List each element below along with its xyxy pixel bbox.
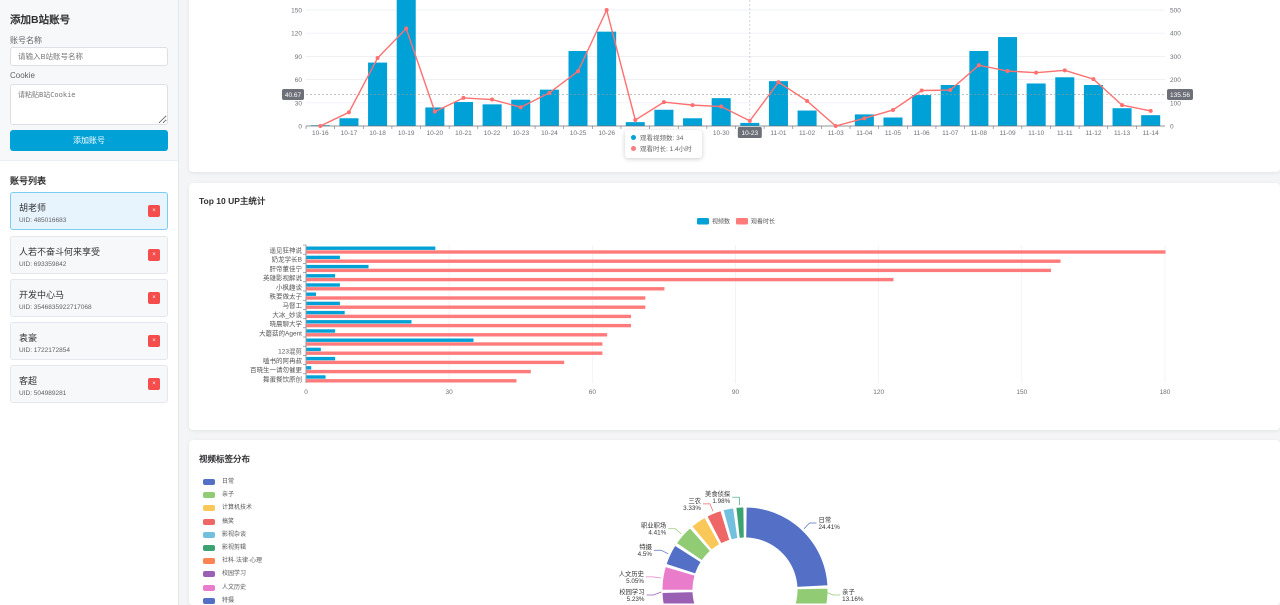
delete-account-button[interactable]: ×	[148, 335, 160, 347]
name-label: 账号名称	[10, 36, 42, 45]
daily-stats-card	[189, 0, 1280, 172]
duration-dot-icon	[631, 146, 636, 151]
delete-account-button[interactable]: ×	[148, 249, 160, 261]
tag-distribution-card: 视频标签分布	[189, 440, 1280, 605]
legend-label: 日常	[222, 479, 235, 485]
legend-swatch	[203, 545, 215, 551]
tooltip-duration: 观看时长: 1.4小时	[640, 146, 692, 153]
legend-label: 影视杂谈	[222, 531, 247, 538]
account-uid: UID: 3546835922717068	[19, 304, 92, 311]
legend-item[interactable]: 人文历史	[203, 584, 247, 591]
legend-label: 社科·法律·心理	[222, 558, 262, 565]
legend-item[interactable]: 社科·法律·心理	[203, 558, 262, 565]
legend-swatch	[203, 571, 215, 578]
delete-account-button[interactable]: ×	[148, 205, 160, 217]
legend-swatch	[203, 597, 215, 604]
legend-label: 特摄	[222, 597, 235, 604]
cookie-label: Cookie	[10, 71, 35, 80]
add-account-title: 添加B站账号	[10, 14, 71, 26]
add-account-button[interactable]: 添加账号	[10, 130, 168, 151]
account-name-input[interactable]	[10, 47, 168, 66]
add-account-section: 添加B站账号 账号名称 Cookie 添加账号	[0, 0, 178, 161]
legend-label: 校园学习	[222, 571, 247, 578]
legend-item[interactable]: 亲子	[203, 492, 235, 499]
legend-swatch	[203, 518, 215, 525]
legend-item[interactable]: 特摄	[203, 597, 235, 604]
account-item[interactable]: 袁豪 UID: 1722172854 ×	[10, 322, 168, 360]
legend-item[interactable]: 日常	[203, 479, 234, 485]
account-name: 客超	[19, 376, 38, 386]
top-up-title: Top 10 UP主统计	[199, 196, 266, 206]
delete-account-button[interactable]: ×	[148, 378, 160, 390]
account-uid: UID: 485016683	[19, 217, 67, 224]
legend-label: 计算机技术	[222, 505, 253, 512]
account-list-title: 账号列表	[10, 176, 47, 186]
cookie-input[interactable]	[10, 84, 168, 125]
tag-distribution-title: 视频标签分布	[199, 454, 251, 464]
legend-swatch	[203, 479, 215, 485]
legend-item[interactable]: 计算机技术	[203, 505, 253, 512]
legend-swatch	[203, 492, 215, 499]
legend-label: 亲子	[222, 492, 235, 499]
chart-tooltip: 观看视频数: 34 观看时长: 1.4小时	[625, 130, 702, 158]
account-name: 开发中心马	[19, 290, 65, 300]
legend-label: 搞笑	[222, 518, 235, 525]
videos-dot-icon	[631, 135, 636, 140]
account-item[interactable]: 人若不奋斗何来享受 UID: 693359842 ×	[10, 236, 168, 274]
legend-item[interactable]: 影视剪辑	[203, 545, 246, 551]
legend-swatch	[203, 531, 215, 538]
tooltip-videos: 观看视频数: 34	[640, 135, 684, 142]
legend-label: 影视剪辑	[222, 545, 247, 551]
account-item[interactable]: 客超 UID: 504989281 ×	[10, 365, 168, 403]
legend-item[interactable]: 影视杂谈	[203, 531, 247, 538]
account-uid: UID: 693359842	[19, 261, 67, 268]
sidebar: 添加B站账号 账号名称 Cookie 添加账号 账号列表 胡老师 UID: 485…	[0, 0, 179, 605]
account-uid: UID: 504989281	[19, 390, 67, 397]
legend-swatch	[203, 584, 215, 591]
account-name: 胡老师	[19, 203, 47, 213]
account-name: 人若不奋斗何来享受	[19, 247, 101, 257]
account-item[interactable]: 开发中心马 UID: 3546835922717068 ×	[10, 279, 168, 317]
legend-label: 人文历史	[222, 584, 247, 591]
account-uid: UID: 1722172854	[19, 347, 70, 354]
legend-item[interactable]: 搞笑	[203, 518, 235, 525]
top-up-card: Top 10 UP主统计	[189, 183, 1280, 430]
account-name: 袁豪	[19, 333, 38, 343]
account-item[interactable]: 胡老师 UID: 485016683 ×	[10, 192, 168, 230]
legend-item[interactable]: 校园学习	[203, 571, 247, 578]
delete-account-button[interactable]: ×	[148, 292, 160, 304]
legend-swatch	[203, 505, 215, 512]
legend-swatch	[203, 558, 215, 565]
